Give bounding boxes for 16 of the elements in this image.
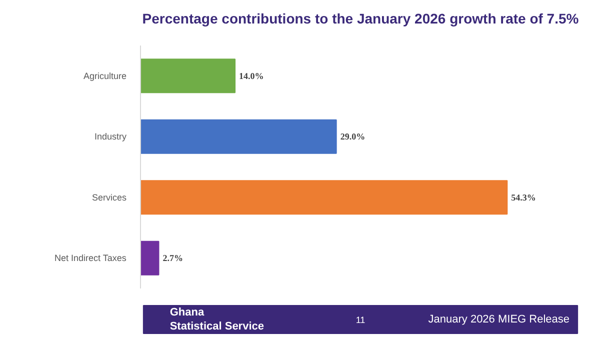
bar — [140, 240, 160, 276]
chart-title: Percentage contributions to the January 2026 growth rate of 7.5% — [142, 10, 580, 26]
bar — [140, 58, 236, 94]
bar — [140, 119, 337, 154]
text: Ghana Statistical Service — [170, 306, 264, 333]
data-label: 29.0% — [340, 132, 366, 142]
y-tick-label: Industry — [94, 132, 127, 142]
bar — [140, 180, 508, 215]
data-label: 2.7% — [162, 253, 183, 264]
data-label: 54.3% — [511, 192, 536, 202]
y-tick-label: Net Indirect Taxes — [54, 253, 127, 264]
y-tick-label: Agriculture — [83, 70, 127, 81]
y-tick-label: Services — [92, 192, 127, 202]
text: 11 — [356, 315, 366, 325]
text: January 2026 MIEG Release — [428, 314, 570, 326]
data-label: 14.0% — [239, 70, 264, 81]
